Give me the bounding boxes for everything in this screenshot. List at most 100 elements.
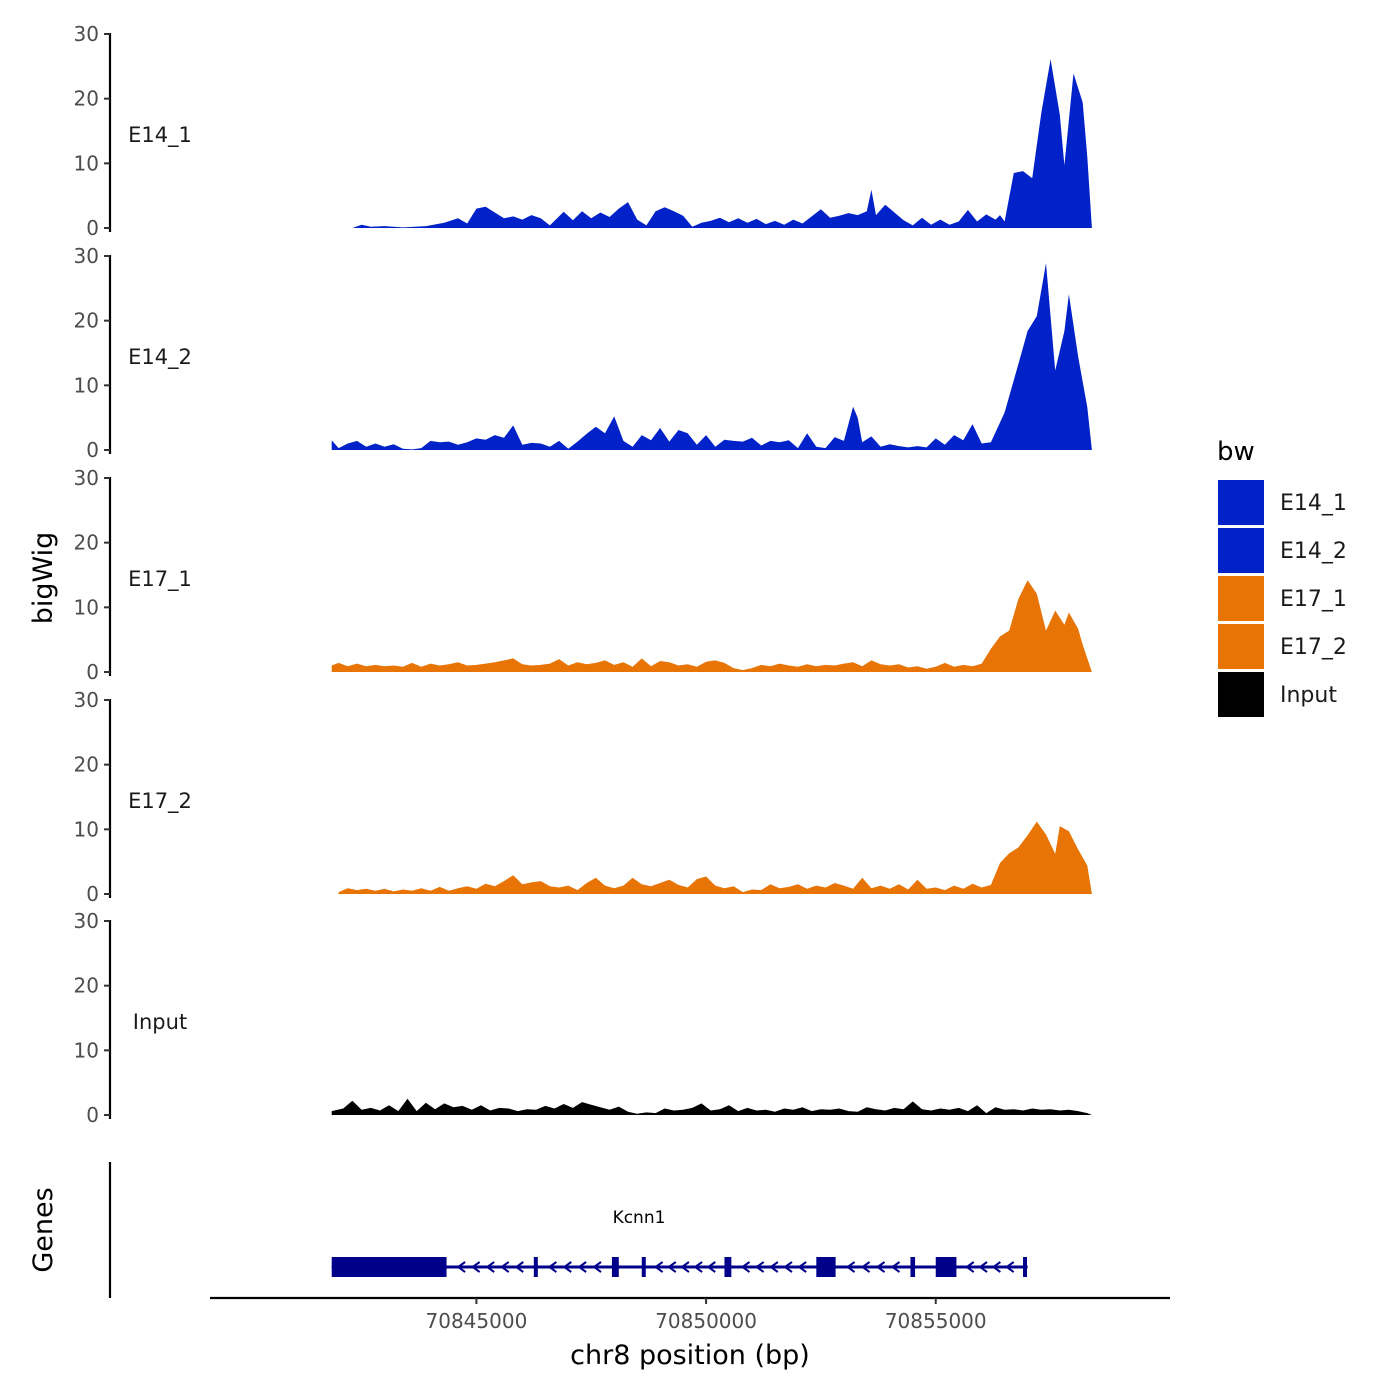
strand-chevron: [562, 1261, 572, 1273]
signal-area-e17-1: [331, 580, 1092, 672]
legend-label: E17_1: [1280, 587, 1347, 612]
legend-title: bw: [1217, 437, 1255, 467]
gene-track-title: Genes: [28, 1187, 59, 1272]
y-tick-label: 20: [74, 87, 99, 111]
gene-exon: [816, 1257, 836, 1277]
x-tick-label: 70845000: [426, 1309, 528, 1333]
track-e17-1: 0 10 20 30 E17_1: [74, 466, 1092, 684]
y-tick-label: 0: [86, 1103, 99, 1127]
y-tick-label: 20: [74, 309, 99, 333]
gene-model: [331, 1257, 1028, 1277]
track-label: Input: [133, 1010, 187, 1034]
signal-area-e14-1: [352, 59, 1092, 229]
strand-chevron: [991, 1261, 1001, 1273]
x-axis: 70845000 70850000 70855000 chr8 position (…: [210, 1296, 1170, 1371]
y-tick-label: 30: [74, 22, 99, 46]
strand-chevron: [514, 1261, 524, 1273]
y-tick-label: 30: [74, 244, 99, 268]
gene-exon: [533, 1257, 538, 1277]
gene-exon: [641, 1257, 646, 1277]
signal-tracks: 0 10 20 30 E14_1 0 10 20 30 E14_2 0 10 20 30 E17_1 0 10 2…: [74, 22, 1092, 1127]
strand-chevron: [860, 1261, 871, 1273]
strand-chevron: [547, 1261, 557, 1273]
y-tick-label: 0: [86, 882, 99, 906]
strand-chevron: [577, 1261, 587, 1273]
signal-area-e17-2: [338, 821, 1092, 894]
signal-area-e14-2: [331, 263, 1092, 450]
track-input: 0 10 20 30 Input: [74, 909, 1092, 1127]
y-tick-label: 0: [86, 438, 99, 462]
strand-chevron: [1004, 1261, 1015, 1273]
legend-item-e17-2: E17_2: [1218, 624, 1347, 669]
strand-chevron: [740, 1261, 751, 1273]
strand-chevron: [680, 1261, 690, 1273]
strand-chevron: [693, 1261, 703, 1273]
strand-chevron: [769, 1261, 779, 1273]
x-axis-ticks: 70845000 70850000 70855000: [426, 1298, 987, 1333]
y-tick-label: 10: [74, 817, 99, 841]
y-tick-label: 20: [74, 531, 99, 555]
gene-exon: [1023, 1257, 1028, 1277]
strand-chevron: [706, 1261, 716, 1273]
y-tick-label: 10: [74, 595, 99, 619]
strand-chevron: [653, 1261, 664, 1273]
y-axis-title: bigWig: [28, 532, 59, 625]
gene-exon: [331, 1257, 447, 1277]
strand-chevron: [783, 1261, 793, 1273]
strand-chevron: [592, 1261, 602, 1273]
track-label: E14_1: [128, 123, 192, 148]
gene-exon: [935, 1257, 957, 1277]
y-tick-label: 20: [74, 974, 99, 998]
strand-chevron: [754, 1261, 765, 1273]
legend-item-e14-2: E14_2: [1218, 528, 1347, 573]
y-tick-label: 30: [74, 688, 99, 712]
legend: bw E14_1 E14_2 E17_1 E17_2 Input: [1217, 437, 1347, 717]
legend-swatch: [1218, 624, 1264, 669]
x-axis-title: chr8 position (bp): [570, 1340, 810, 1371]
y-tick-label: 10: [74, 1038, 99, 1062]
track-label: E14_2: [128, 345, 192, 370]
y-tick-label: 0: [86, 216, 99, 240]
track-label: E17_2: [128, 789, 192, 814]
strand-chevron: [456, 1261, 466, 1273]
track-label: E17_1: [128, 567, 192, 592]
strand-chevron: [965, 1261, 975, 1273]
gene-label: Kcnn1: [613, 1208, 666, 1228]
legend-label: E14_1: [1280, 491, 1347, 516]
gene-exon: [910, 1257, 916, 1277]
legend-item-input: Input: [1218, 672, 1337, 717]
legend-swatch: [1218, 480, 1264, 525]
y-tick-label: 0: [86, 660, 99, 684]
x-tick-label: 70855000: [885, 1309, 987, 1333]
legend-swatch: [1218, 576, 1264, 621]
gene-exon: [611, 1257, 619, 1277]
y-tick-label: 10: [74, 151, 99, 175]
x-tick-label: 70850000: [655, 1309, 757, 1333]
strand-chevron: [890, 1261, 901, 1273]
legend-label: E14_2: [1280, 539, 1347, 564]
legend-item-e14-1: E14_1: [1218, 480, 1347, 525]
strand-chevron: [500, 1261, 510, 1273]
strand-chevron: [978, 1261, 988, 1273]
strand-chevron: [797, 1261, 807, 1273]
strand-chevron: [875, 1261, 886, 1273]
signal-area-input: [331, 1098, 1092, 1115]
legend-swatch: [1218, 528, 1264, 573]
legend-swatch: [1218, 672, 1264, 717]
y-tick-label: 10: [74, 373, 99, 397]
legend-item-e17-1: E17_1: [1218, 576, 1347, 621]
gene-track: Genes Kcnn1: [28, 1162, 1028, 1298]
y-tick-label: 30: [74, 466, 99, 490]
y-tick-label: 20: [74, 753, 99, 777]
strand-chevron: [667, 1261, 677, 1273]
gene-exon: [724, 1257, 732, 1277]
legend-label: E17_2: [1280, 635, 1347, 660]
strand-chevron: [470, 1261, 481, 1273]
track-e14-1: 0 10 20 30 E14_1: [74, 22, 1092, 240]
legend-items: E14_1 E14_2 E17_1 E17_2 Input: [1218, 480, 1347, 717]
strand-chevron: [845, 1261, 856, 1273]
track-e17-2: 0 10 20 30 E17_2: [74, 688, 1092, 906]
track-e14-2: 0 10 20 30 E14_2: [74, 244, 1092, 462]
legend-label: Input: [1280, 683, 1337, 708]
